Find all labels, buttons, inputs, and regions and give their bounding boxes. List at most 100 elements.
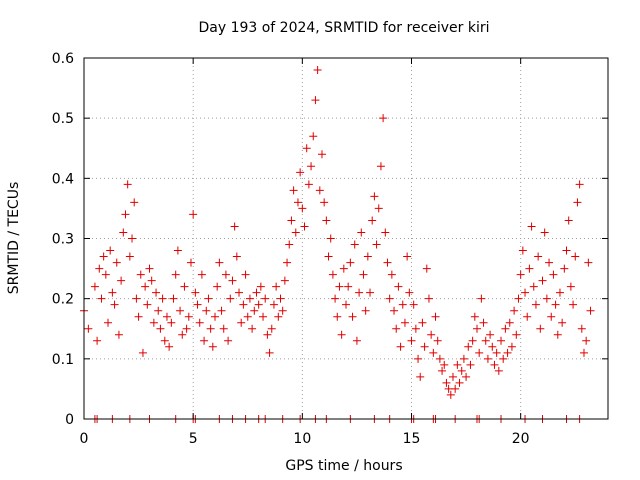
data-point bbox=[237, 318, 246, 327]
data-point bbox=[95, 264, 104, 273]
data-point bbox=[403, 252, 412, 261]
data-point bbox=[125, 252, 134, 261]
data-point bbox=[560, 264, 569, 273]
data-point bbox=[381, 228, 390, 237]
data-point bbox=[309, 132, 318, 141]
data-point bbox=[280, 276, 289, 285]
data-point bbox=[283, 258, 292, 267]
data-point bbox=[361, 306, 370, 315]
data-point bbox=[486, 330, 495, 339]
data-point bbox=[555, 288, 564, 297]
y-tick-label: 0.5 bbox=[52, 111, 74, 127]
data-point bbox=[285, 240, 294, 249]
plot-frame bbox=[83, 57, 609, 420]
data-point bbox=[488, 342, 497, 351]
data-point bbox=[99, 252, 108, 261]
data-point bbox=[575, 180, 584, 189]
data-point bbox=[317, 150, 326, 159]
data-point bbox=[370, 192, 379, 201]
data-point bbox=[269, 300, 278, 309]
data-point bbox=[462, 372, 471, 381]
data-point bbox=[569, 300, 578, 309]
data-point bbox=[385, 294, 394, 303]
data-point bbox=[431, 312, 440, 321]
data-point bbox=[232, 252, 241, 261]
data-point bbox=[438, 366, 447, 375]
data-point bbox=[470, 312, 479, 321]
data-point bbox=[440, 360, 449, 369]
data-point bbox=[132, 294, 141, 303]
data-point bbox=[586, 306, 595, 315]
data-point bbox=[507, 342, 516, 351]
data-point bbox=[516, 270, 525, 279]
x-tick-label: 0 bbox=[80, 431, 89, 447]
data-point bbox=[289, 186, 298, 195]
data-point bbox=[219, 324, 228, 333]
data-point bbox=[178, 330, 187, 339]
data-point bbox=[366, 288, 375, 297]
data-point bbox=[101, 270, 110, 279]
data-point bbox=[147, 276, 156, 285]
data-point bbox=[453, 360, 462, 369]
data-point bbox=[152, 288, 161, 297]
data-point bbox=[134, 312, 143, 321]
data-point bbox=[123, 180, 132, 189]
data-point bbox=[202, 306, 211, 315]
data-point bbox=[577, 324, 586, 333]
data-point bbox=[189, 210, 198, 219]
x-tick-label: 5 bbox=[189, 431, 198, 447]
data-point bbox=[182, 324, 191, 333]
data-points bbox=[80, 66, 595, 423]
data-point bbox=[448, 372, 457, 381]
data-point bbox=[451, 384, 460, 393]
data-point bbox=[551, 300, 560, 309]
data-point bbox=[93, 336, 102, 345]
data-point bbox=[261, 294, 270, 303]
data-point bbox=[473, 324, 481, 333]
data-point bbox=[398, 300, 407, 309]
data-point bbox=[311, 96, 320, 105]
data-point bbox=[564, 216, 573, 225]
data-point bbox=[525, 264, 534, 273]
data-point bbox=[501, 324, 510, 333]
data-point bbox=[339, 264, 348, 273]
data-point bbox=[213, 282, 222, 291]
data-point bbox=[383, 258, 392, 267]
data-point bbox=[200, 336, 209, 345]
data-point bbox=[407, 336, 416, 345]
data-point bbox=[239, 300, 248, 309]
data-point bbox=[429, 348, 438, 357]
data-point bbox=[531, 300, 540, 309]
data-point bbox=[171, 270, 180, 279]
x-tick-label: 10 bbox=[293, 431, 311, 447]
data-point bbox=[254, 300, 263, 309]
data-point bbox=[534, 252, 543, 261]
data-point bbox=[320, 198, 329, 207]
data-point bbox=[497, 336, 506, 345]
data-point bbox=[272, 282, 281, 291]
data-point bbox=[344, 282, 353, 291]
data-point bbox=[204, 294, 213, 303]
data-point bbox=[490, 360, 499, 369]
data-point bbox=[167, 318, 176, 327]
y-tick-label: 0.6 bbox=[52, 51, 74, 67]
data-point bbox=[274, 312, 283, 321]
data-point bbox=[114, 330, 123, 339]
data-point bbox=[571, 252, 580, 261]
data-point bbox=[197, 270, 206, 279]
data-point bbox=[265, 348, 274, 357]
data-point bbox=[348, 312, 357, 321]
data-point bbox=[333, 312, 342, 321]
data-point bbox=[584, 258, 593, 267]
data-point bbox=[215, 258, 224, 267]
data-point bbox=[110, 300, 119, 309]
data-point bbox=[477, 294, 486, 303]
data-point bbox=[252, 288, 261, 297]
data-point bbox=[342, 300, 350, 309]
data-point bbox=[379, 114, 388, 123]
data-point bbox=[566, 282, 575, 291]
data-point bbox=[143, 300, 152, 309]
data-point bbox=[315, 186, 324, 195]
data-point bbox=[90, 282, 99, 291]
